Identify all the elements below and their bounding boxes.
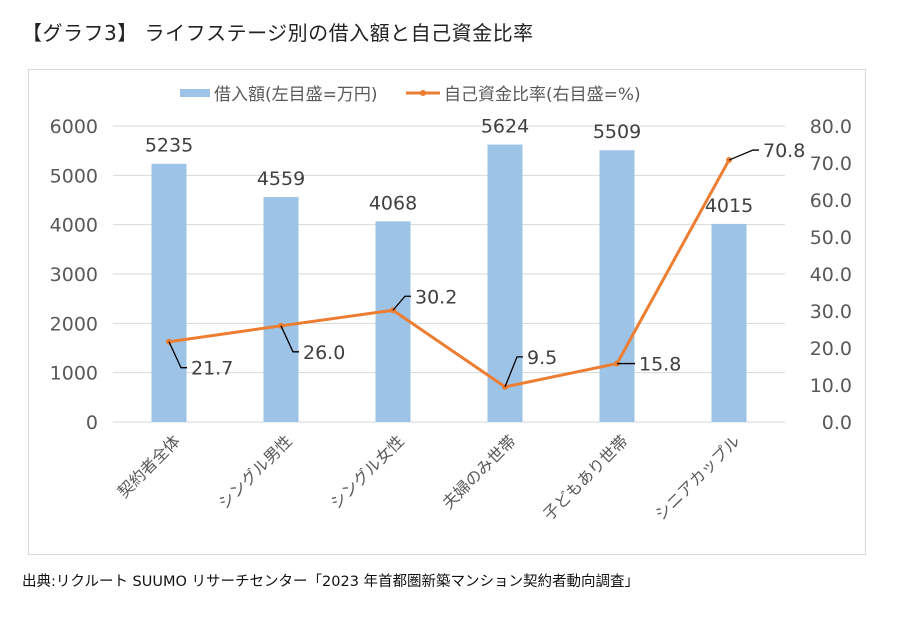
bar-data-label: 4559 (257, 168, 305, 190)
bar (599, 150, 635, 423)
left-axis-tick: 1000 (50, 363, 98, 385)
left-axis-tick: 2000 (50, 313, 98, 335)
right-axis-tick: 80.0 (810, 116, 852, 138)
left-axis-tick: 0 (86, 412, 98, 434)
line-data-label: 70.8 (763, 140, 805, 162)
bar-data-label: 5235 (145, 135, 193, 157)
category-label: 契約者全体 (114, 431, 184, 501)
right-axis-tick: 20.0 (810, 338, 852, 360)
source-note: 出典:リクルート SUUMO リサーチセンター「2023 年首都圏新築マンション… (22, 574, 640, 590)
category-label: シングル男性 (215, 431, 296, 512)
line-data-label: 15.8 (639, 354, 681, 376)
right-axis-tick: 30.0 (810, 301, 852, 323)
left-axis-tick: 3000 (50, 264, 98, 286)
right-axis-tick: 40.0 (810, 264, 852, 286)
bar-data-label: 5509 (593, 121, 641, 143)
line-series (168, 159, 731, 389)
legend-line-label: 自己資金比率(右目盛=%) (444, 85, 641, 105)
bar (487, 144, 523, 423)
right-axis-tick: 0.0 (822, 412, 852, 434)
category-label: シニアカップル (651, 431, 744, 524)
right-axis-tick: 10.0 (810, 375, 852, 397)
line-data-label: 30.2 (415, 286, 457, 308)
bar-data-label: 4068 (369, 192, 417, 214)
bar-data-label: 5624 (481, 116, 529, 138)
legend-bar-swatch (180, 89, 210, 97)
line-data-label: 9.5 (527, 347, 557, 369)
bar (151, 163, 187, 423)
data-label-leader (392, 295, 411, 311)
right-axis-tick: 50.0 (810, 227, 852, 249)
legend-line-marker (420, 90, 426, 96)
left-axis-tick: 6000 (50, 116, 98, 138)
category-label: 夫婦のみ世帯 (439, 431, 520, 512)
line-data-label: 26.0 (303, 342, 345, 364)
bar-data-label: 4015 (705, 195, 753, 217)
bar (263, 197, 299, 422)
data-label-leader (168, 341, 187, 369)
left-axis-tick: 4000 (50, 215, 98, 237)
chart-frame (28, 69, 866, 555)
right-axis-tick: 60.0 (810, 190, 852, 212)
bar (375, 221, 411, 422)
data-label-leader (280, 325, 299, 353)
data-label-leader (728, 149, 759, 161)
legend-bar-label: 借入額(左目盛=万円) (214, 85, 378, 105)
right-axis-tick: 70.0 (810, 153, 852, 175)
category-label: 子どもあり世帯 (539, 431, 632, 524)
chart-title: 【グラフ3】 ライフステージ別の借入額と自己資金比率 (22, 21, 534, 45)
bar (711, 223, 747, 422)
category-label: シングル女性 (327, 431, 408, 512)
line-data-label: 21.7 (191, 358, 233, 380)
data-label-leader (504, 356, 523, 388)
left-axis-tick: 5000 (50, 165, 98, 187)
